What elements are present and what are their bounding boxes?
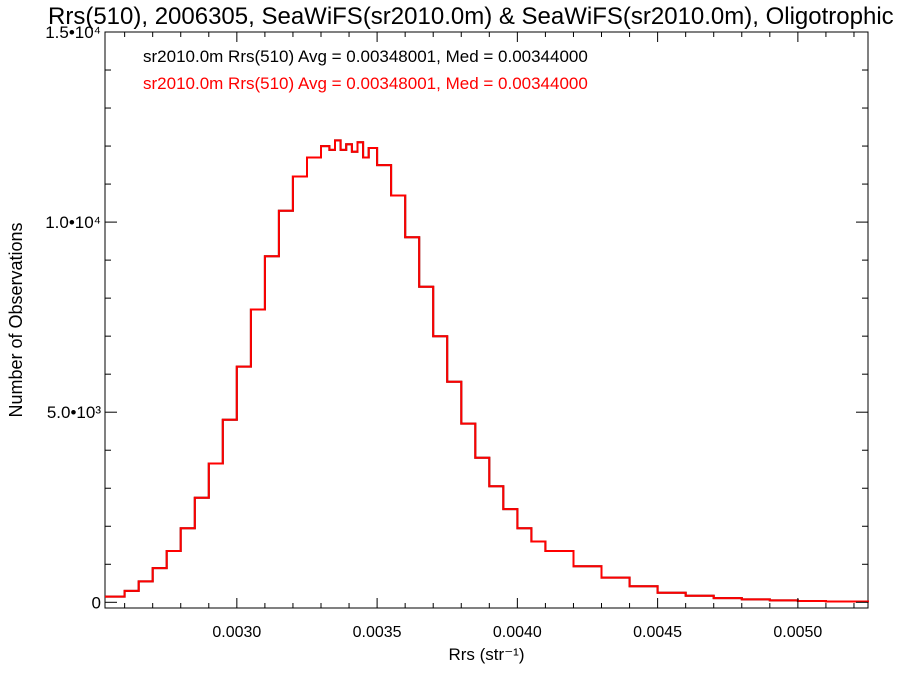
x-tick-label: 0.0045: [633, 624, 682, 641]
x-tick-label: 0.0035: [353, 624, 402, 641]
x-tick-label: 0.0040: [493, 624, 542, 641]
y-tick-label: 1.5•10⁴: [45, 23, 101, 42]
x-tick-label: 0.0050: [773, 624, 822, 641]
chart-title: Rrs(510), 2006305, SeaWiFS(sr2010.0m) & …: [48, 3, 894, 30]
y-tick-label: 1.0•10⁴: [45, 213, 101, 232]
x-axis-label: Rrs (str⁻¹): [448, 645, 524, 664]
stats-annotation-1: sr2010.0m Rrs(510) Avg = 0.00348001, Med…: [143, 47, 588, 66]
y-axis-label: Number of Observations: [6, 222, 26, 417]
y-tick-label: 0: [92, 593, 101, 612]
histogram-series-2: [105, 139, 869, 603]
plot-frame: [104, 31, 869, 609]
stats-annotation-2: sr2010.0m Rrs(510) Avg = 0.00348001, Med…: [143, 74, 588, 93]
x-tick-label: 0.0030: [212, 624, 261, 641]
y-tick-label: 5.0•10³: [47, 403, 101, 422]
histogram-series-1: [105, 139, 869, 603]
